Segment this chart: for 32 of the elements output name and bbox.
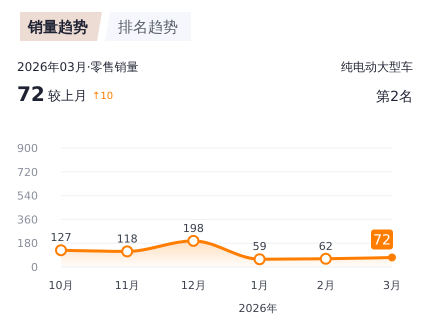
x-tick-label: 11月 (114, 279, 140, 292)
text: 较上月 (48, 89, 87, 104)
chart-subtitle: 纯电动大型车 (341, 60, 413, 74)
y-tick-label: 720 (17, 166, 38, 179)
x-axis-title: 2026年 (238, 302, 278, 315)
point (320, 252, 332, 265)
point (121, 245, 134, 258)
text: 72 (17, 82, 45, 106)
y-tick-label: 540 (17, 190, 38, 203)
y-tick-label: 360 (17, 213, 38, 226)
text: 排名趋势 (118, 18, 178, 36)
point (55, 244, 67, 256)
data-label: 59 (252, 240, 267, 254)
data-label: 62 (318, 240, 333, 253)
text: 第2名 (376, 89, 413, 105)
data-label: 198 (182, 222, 204, 235)
x-tick-label: 3月 (383, 279, 401, 292)
data-label: 127 (50, 231, 72, 244)
data-label: 72 (373, 232, 391, 248)
y-tick-label: 0 (31, 261, 38, 274)
x-tick-label: 10月 (48, 279, 74, 292)
chart-title: 2026年03月·零售销量 (17, 60, 139, 74)
text: ↑10 (92, 91, 114, 102)
x-tick-label: 2月 (316, 279, 335, 292)
x-tick-label: 12月 (180, 279, 206, 292)
y-tick-label: 180 (17, 237, 38, 250)
point (187, 234, 200, 247)
point (254, 253, 266, 266)
data-label: 118 (116, 232, 138, 246)
y-tick-label: 900 (17, 142, 38, 155)
text: 销量趋势 (27, 18, 88, 36)
x-tick-label: 1月 (250, 279, 269, 292)
